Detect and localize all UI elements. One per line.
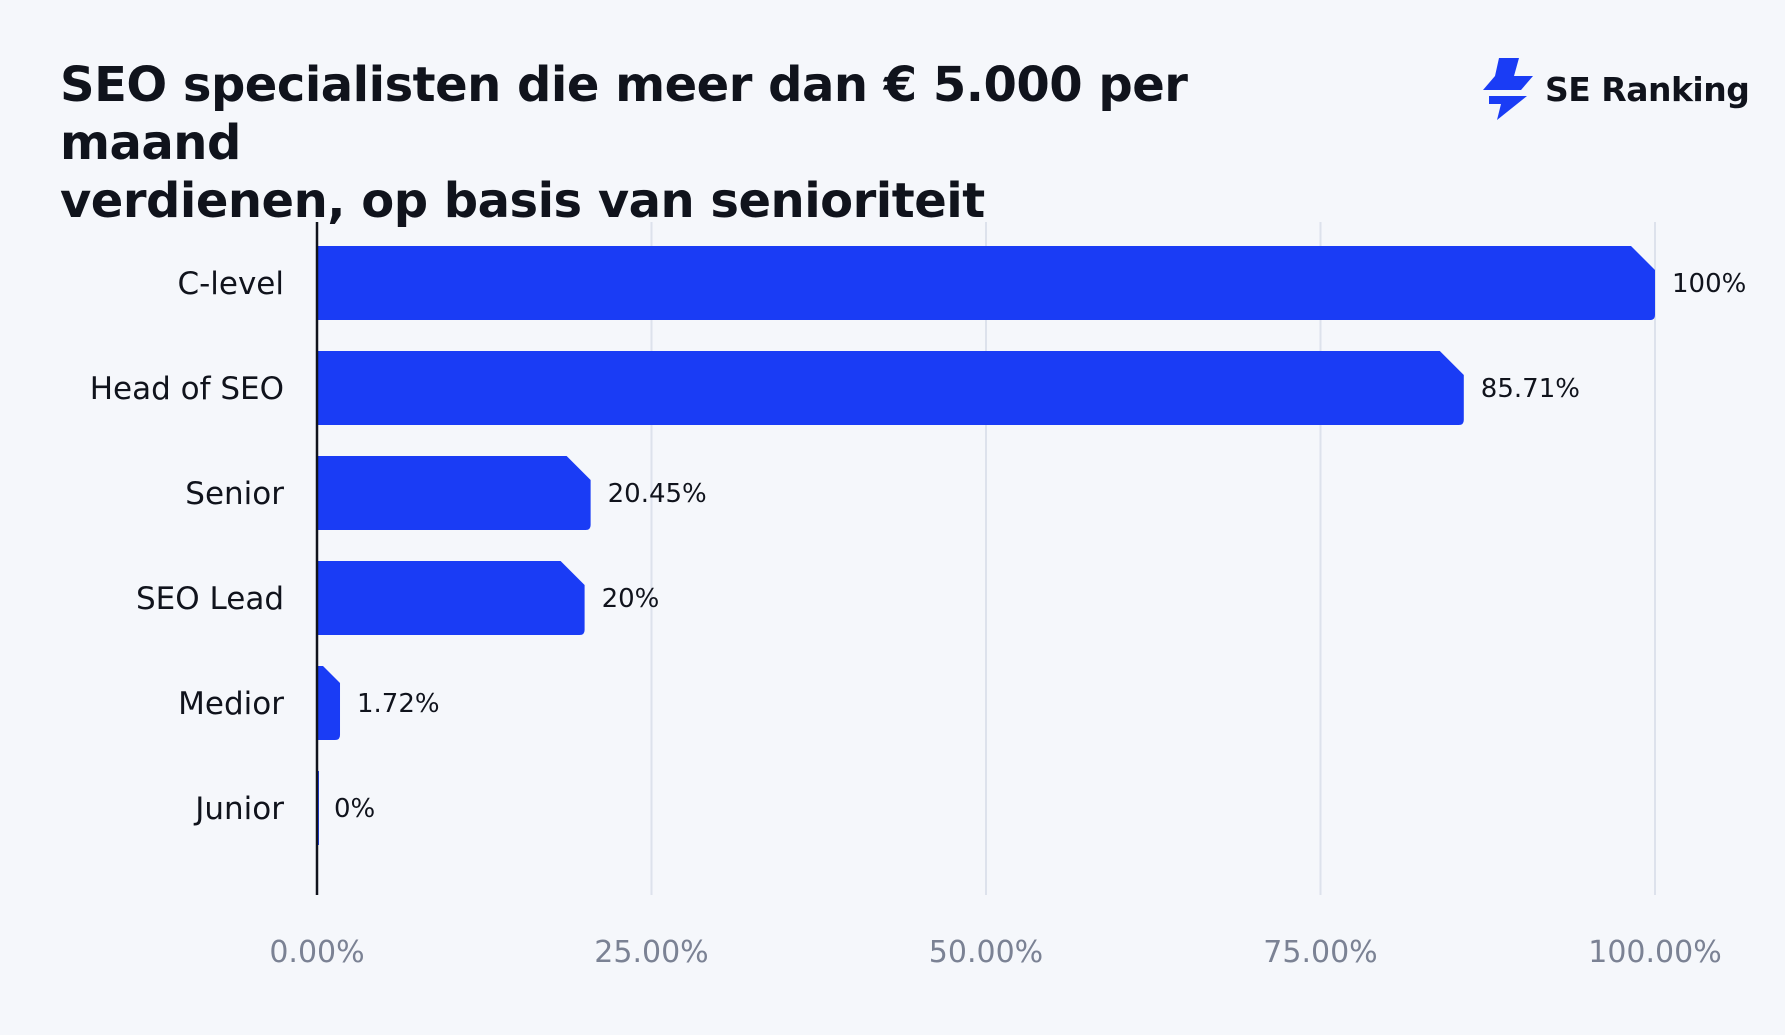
bar xyxy=(317,561,585,635)
x-tick-labels: 0.00% 25.00% 50.00% 75.00% 100.00% xyxy=(269,935,1721,970)
x-tick-label: 50.00% xyxy=(929,935,1043,970)
chart-title-line-2: verdienen, op basis van senioriteit xyxy=(60,173,985,229)
brand-name: SE Ranking xyxy=(1545,69,1750,109)
lightning-bolt-logo-icon xyxy=(1483,58,1533,120)
bar xyxy=(317,246,1655,320)
x-tick-label: 75.00% xyxy=(1263,935,1377,970)
bars xyxy=(317,246,1655,845)
category-label: C-level xyxy=(177,266,284,302)
x-tick-label: 25.00% xyxy=(594,935,708,970)
x-tick-label: 0.00% xyxy=(269,935,364,970)
value-label: 85.71% xyxy=(1481,374,1580,404)
brand-logo: SE Ranking xyxy=(1477,58,1750,120)
category-label: Junior xyxy=(193,791,284,827)
chart-title: SEO specialisten die meer dan € 5.000 pe… xyxy=(60,56,1360,230)
x-tick-label: 100.00% xyxy=(1588,935,1721,970)
category-label: SEO Lead xyxy=(136,581,284,617)
gridlines xyxy=(650,222,1656,895)
bolt-lower-shape xyxy=(1489,96,1527,120)
category-labels: C-level Head of SEO Senior SEO Lead Medior Ju… xyxy=(90,266,285,827)
value-label: 100% xyxy=(1672,269,1746,299)
chart-title-line-1: SEO specialisten die meer dan € 5.000 pe… xyxy=(60,57,1188,171)
value-label: 20.45% xyxy=(608,479,707,509)
bar xyxy=(317,351,1464,425)
bolt-upper-shape xyxy=(1483,58,1533,90)
bar xyxy=(317,456,591,530)
category-label: Senior xyxy=(185,476,284,512)
value-label: 1.72% xyxy=(357,689,440,719)
category-label: Medior xyxy=(178,686,284,722)
category-label: Head of SEO xyxy=(90,371,284,407)
value-label: 20% xyxy=(602,584,660,614)
bar xyxy=(317,666,341,740)
value-labels: 100% 85.71% 20.45% 20% 1.72% 0% xyxy=(334,269,1746,824)
value-label: 0% xyxy=(334,794,375,824)
